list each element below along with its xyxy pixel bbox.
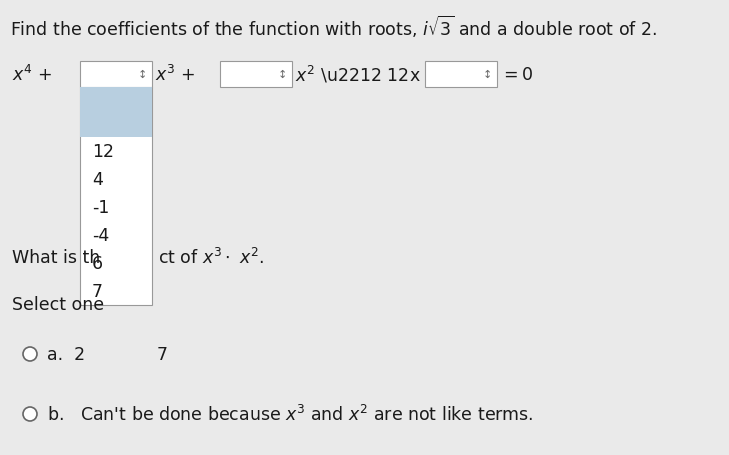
Text: -4: -4 <box>92 227 109 244</box>
Text: $x^4$ +: $x^4$ + <box>12 65 52 85</box>
Text: ct of $x^3 \cdot$ $x^2$.: ct of $x^3 \cdot$ $x^2$. <box>158 248 265 268</box>
Text: $x^3$ +: $x^3$ + <box>155 65 195 85</box>
FancyBboxPatch shape <box>425 62 497 88</box>
Circle shape <box>23 407 37 421</box>
Text: 12: 12 <box>92 143 114 161</box>
FancyBboxPatch shape <box>220 62 292 88</box>
Text: ↕: ↕ <box>483 70 491 80</box>
Text: a.  2: a. 2 <box>47 345 85 363</box>
Text: 6: 6 <box>92 254 103 273</box>
Text: Find the coefficients of the function with roots, $i\sqrt{3}$ and a double root : Find the coefficients of the function wi… <box>10 14 657 40</box>
FancyBboxPatch shape <box>80 88 152 138</box>
FancyBboxPatch shape <box>80 88 152 138</box>
Text: What is th: What is th <box>12 248 101 267</box>
Text: $=0$: $=0$ <box>500 66 533 84</box>
Text: b.   Can't be done because $x^3$ and $x^2$ are not like terms.: b. Can't be done because $x^3$ and $x^2$… <box>47 404 534 424</box>
Text: ↕: ↕ <box>137 70 147 80</box>
Text: $x^2$ \u2212 12x +: $x^2$ \u2212 12x + <box>295 64 440 86</box>
Text: ↕: ↕ <box>277 70 286 80</box>
FancyBboxPatch shape <box>80 88 152 305</box>
Circle shape <box>23 347 37 361</box>
Text: -1: -1 <box>92 198 109 217</box>
Text: 7: 7 <box>157 345 168 363</box>
Text: 7: 7 <box>92 283 103 300</box>
FancyBboxPatch shape <box>80 62 152 88</box>
Text: Select one: Select one <box>12 295 104 313</box>
Text: 4: 4 <box>92 171 103 188</box>
